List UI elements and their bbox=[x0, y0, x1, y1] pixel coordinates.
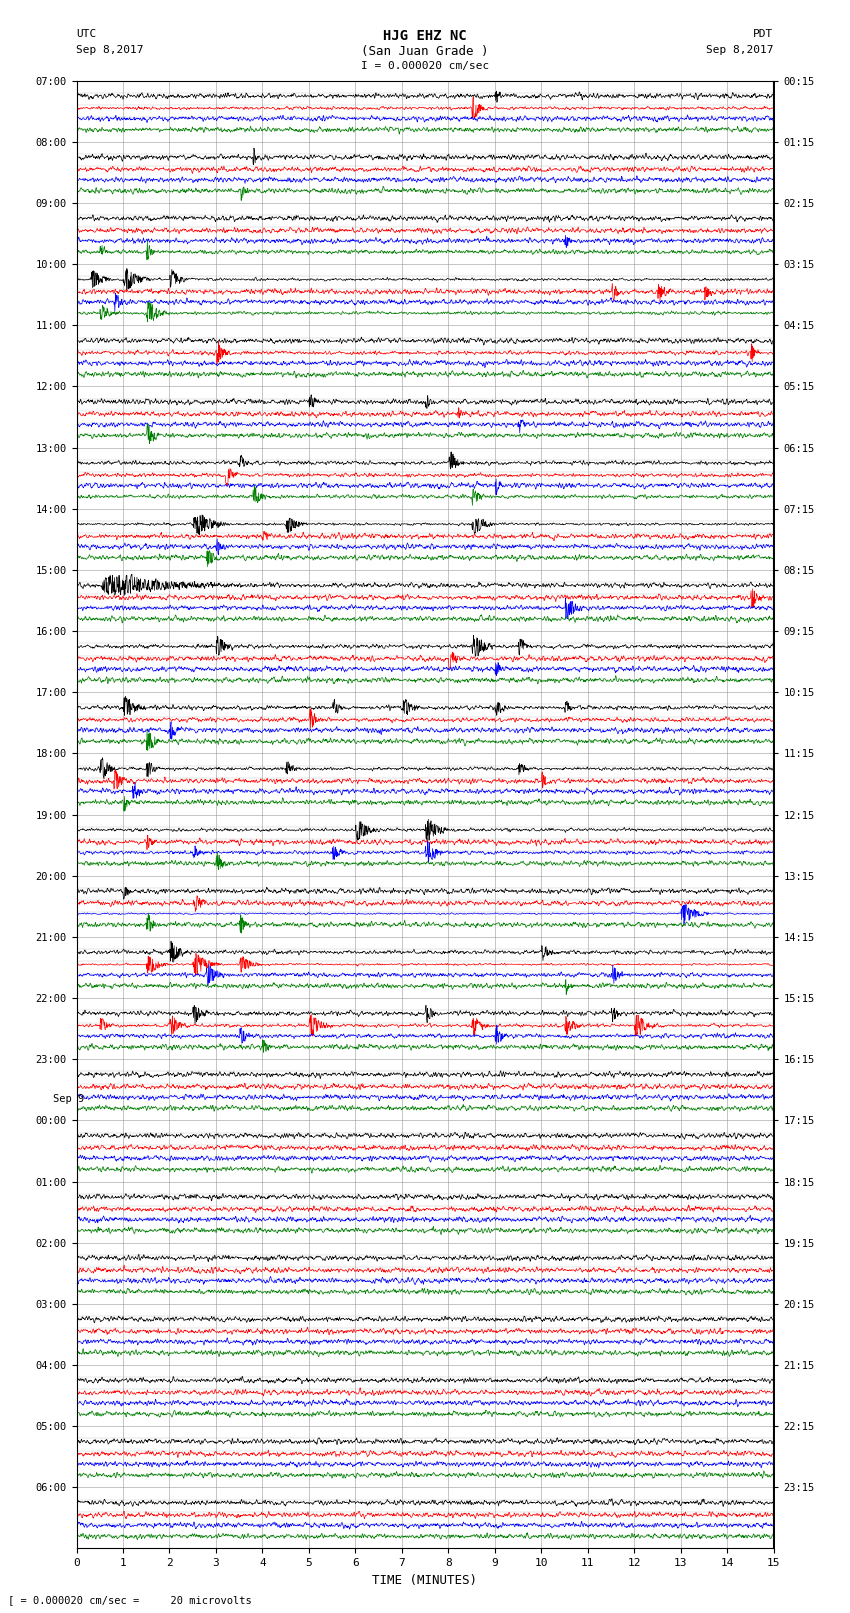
Text: [ = 0.000020 cm/sec =     20 microvolts: [ = 0.000020 cm/sec = 20 microvolts bbox=[8, 1595, 252, 1605]
Text: Sep 8,2017: Sep 8,2017 bbox=[76, 45, 144, 55]
Text: UTC: UTC bbox=[76, 29, 97, 39]
Text: (San Juan Grade ): (San Juan Grade ) bbox=[361, 45, 489, 58]
Text: Sep 9: Sep 9 bbox=[54, 1094, 84, 1103]
Text: Sep 8,2017: Sep 8,2017 bbox=[706, 45, 774, 55]
Text: HJG EHZ NC: HJG EHZ NC bbox=[383, 29, 467, 44]
X-axis label: TIME (MINUTES): TIME (MINUTES) bbox=[372, 1574, 478, 1587]
Text: PDT: PDT bbox=[753, 29, 774, 39]
Text: I = 0.000020 cm/sec: I = 0.000020 cm/sec bbox=[361, 61, 489, 71]
